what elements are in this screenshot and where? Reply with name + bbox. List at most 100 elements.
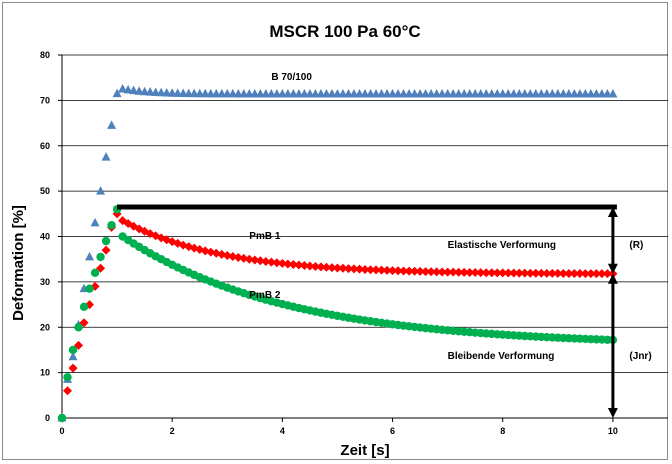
x-axis-label: Zeit [s] [340,442,389,459]
data-point [63,372,72,382]
data-point [492,268,502,278]
data-point [410,266,420,276]
data-point [399,266,409,276]
y-tick-label: 20 [40,322,50,332]
annotation-label: PmB 1 [249,231,281,242]
data-point [74,323,83,332]
data-point [591,269,601,279]
data-point [371,265,381,275]
data-point [79,302,89,312]
chart-title: MSCR 100 Pa 60°C [269,22,420,41]
y-tick-label: 0 [45,413,50,423]
data-point [123,84,133,94]
data-point [250,255,260,265]
arrow-elastic-head-bottom [607,263,618,274]
data-point [261,256,271,266]
data-point [85,251,95,261]
data-point [448,267,458,277]
data-point [107,120,117,129]
data-point [129,85,139,95]
arrow-elastic-head-top [607,207,618,218]
data-point [476,268,486,278]
data-point [101,152,111,161]
data-point [354,264,364,274]
data-point [343,264,353,274]
data-point [481,268,491,278]
data-point [437,267,447,277]
data-point [509,268,519,278]
data-point [255,256,265,266]
data-point [68,363,78,373]
data-point [90,268,100,277]
data-point [299,261,309,271]
data-point [283,259,293,269]
data-point [487,268,497,278]
data-point [498,268,508,278]
data-point [602,269,612,279]
y-tick-label: 50 [40,186,50,196]
data-point [415,266,425,276]
annotation-label: (R) [629,240,643,251]
data-point [558,268,568,278]
data-point [432,267,442,277]
annotation-label: Elastische Verformung [448,240,556,251]
data-point [101,236,111,246]
data-point [454,267,464,277]
data-point [156,87,166,97]
x-tick-label: 4 [280,426,285,436]
data-point [233,252,243,262]
data-point [542,268,552,278]
data-point [382,265,392,275]
data-point [316,262,326,272]
data-point [564,268,574,278]
data-point [68,345,78,355]
annotation-label: PmB 2 [249,290,281,301]
data-point [404,266,414,276]
data-point [305,261,315,271]
data-point [228,251,238,261]
data-point [310,261,320,271]
data-point [222,250,232,260]
data-point [597,269,607,279]
arrow-permanent-head-top [607,273,618,284]
data-point [366,265,376,275]
y-tick-label: 30 [40,277,50,287]
data-point [145,87,155,96]
data-point [63,386,73,396]
y-tick-label: 40 [40,232,50,242]
axes [58,54,668,422]
data-point [332,263,342,273]
data-point [575,269,585,279]
x-tick-label: 2 [170,426,175,436]
data-point [503,268,513,278]
data-point [426,267,436,277]
data-point [520,268,530,278]
data-point [118,84,128,93]
y-axis-label: Deformation [%] [10,205,27,321]
data-point [90,217,100,227]
data-point [57,413,67,423]
data-point [239,253,249,263]
data-point [465,267,475,277]
data-point [294,260,304,270]
data-point [421,267,431,277]
data-point [580,269,590,279]
annotation-label: (Jnr) [629,351,651,362]
data-point [360,264,370,274]
data-point [377,265,387,275]
series-b-70-100 [57,84,618,422]
data-point [569,269,579,279]
data-point [586,269,596,279]
data-point [272,258,282,268]
data-point [327,263,337,273]
x-tick-label: 10 [608,426,618,436]
chart-frame [2,2,668,460]
annotation-label: B 70/100 [271,72,312,83]
data-point [388,266,398,276]
x-tick-label: 0 [59,426,64,436]
data-point [536,268,546,278]
data-point [134,86,144,95]
annotation-label: Bleibende Verformung [448,351,555,362]
x-tick-label: 6 [390,426,395,436]
